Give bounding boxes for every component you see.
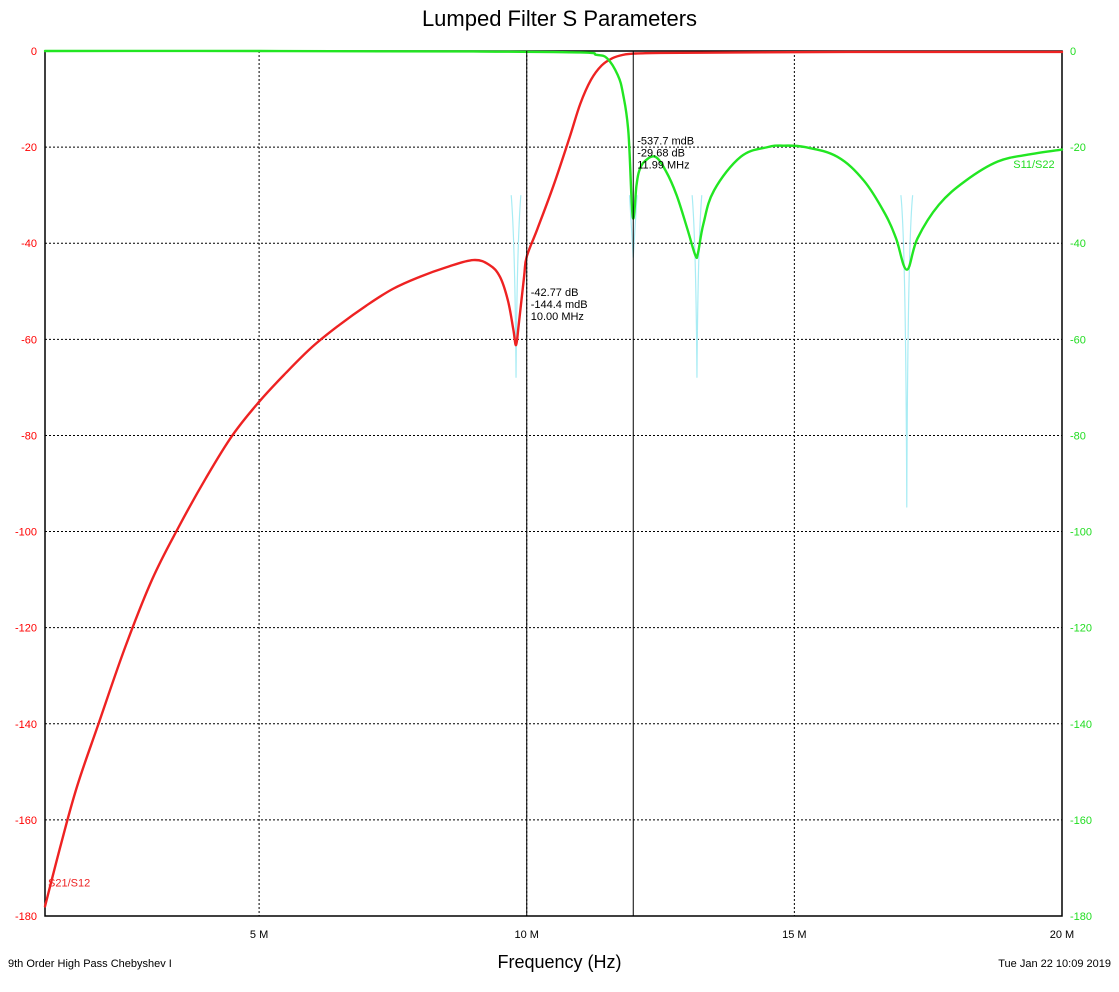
series-line-s21-s12 bbox=[45, 52, 1062, 906]
y-tick-label: -160 bbox=[15, 815, 37, 827]
x-tick-label: 20 M bbox=[1050, 929, 1074, 941]
x-tick-label: 10 M bbox=[515, 929, 539, 941]
y2-tick-label: -40 bbox=[1070, 238, 1086, 250]
marker-readout: -537.7 mdB bbox=[637, 136, 694, 148]
marker-readout: -29.68 dB bbox=[637, 148, 685, 160]
x-tick-label: 5 M bbox=[250, 929, 268, 941]
marker-readout: -144.4 mdB bbox=[531, 299, 588, 311]
y-tick-label: -40 bbox=[21, 238, 37, 250]
marker-readout: 11.99 MHz bbox=[637, 160, 689, 172]
y2-tick-label: -140 bbox=[1070, 719, 1092, 731]
y2-tick-label: -60 bbox=[1070, 334, 1086, 346]
series-label: S11/S22 bbox=[1013, 159, 1054, 171]
y2-tick-label: -20 bbox=[1070, 142, 1086, 154]
y2-tick-label: -80 bbox=[1070, 430, 1086, 442]
x-axis-label: Frequency (Hz) bbox=[0, 952, 1119, 973]
ghost-dip-line bbox=[511, 195, 521, 378]
series-line-s11-s22 bbox=[45, 51, 1062, 270]
y2-tick-label: -180 bbox=[1070, 911, 1092, 923]
timestamp: Tue Jan 22 10:09 2019 bbox=[998, 958, 1111, 970]
y2-tick-label: -120 bbox=[1070, 623, 1092, 635]
series-label: S21/S12 bbox=[48, 877, 90, 889]
y2-tick-label: 0 bbox=[1070, 46, 1076, 58]
ghost-dip-line bbox=[692, 195, 702, 378]
y-tick-label: -100 bbox=[15, 527, 37, 539]
y-tick-label: -20 bbox=[21, 142, 37, 154]
y-tick-label: -120 bbox=[15, 623, 37, 635]
y2-tick-label: -100 bbox=[1070, 527, 1092, 539]
plot-frame bbox=[45, 51, 1062, 916]
y-tick-label: 0 bbox=[31, 46, 37, 58]
x-tick-label: 15 M bbox=[782, 929, 806, 941]
y-tick-label: -180 bbox=[15, 911, 37, 923]
marker-readout: 10.00 MHz bbox=[531, 311, 584, 323]
y2-tick-label: -160 bbox=[1070, 815, 1092, 827]
y-tick-label: -60 bbox=[21, 334, 37, 346]
y-tick-label: -80 bbox=[21, 430, 37, 442]
marker-readout: -42.77 dB bbox=[531, 287, 579, 299]
y-tick-label: -140 bbox=[15, 719, 37, 731]
ghost-dip-line bbox=[901, 195, 913, 507]
